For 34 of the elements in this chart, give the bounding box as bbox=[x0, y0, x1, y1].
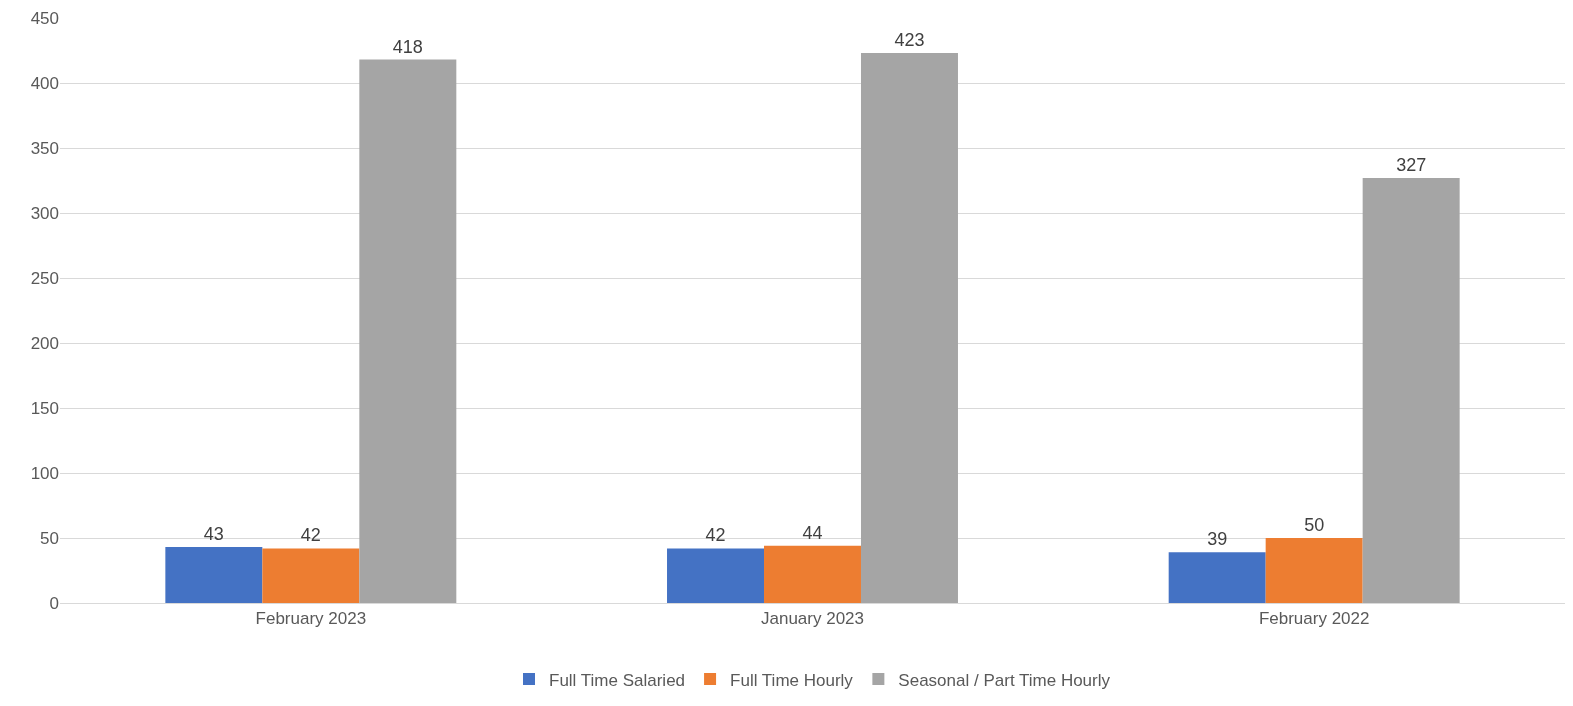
y-tick-label: 450 bbox=[30, 8, 59, 28]
x-tick-label: February 2023 bbox=[255, 609, 367, 629]
bar bbox=[1168, 552, 1266, 603]
legend-label: Full Time Hourly bbox=[730, 670, 854, 690]
y-tick-label: 400 bbox=[30, 73, 59, 93]
y-tick-label: 200 bbox=[30, 333, 59, 353]
data-label: 423 bbox=[894, 30, 925, 51]
x-tick-label: January 2023 bbox=[760, 609, 865, 629]
bar bbox=[764, 545, 861, 603]
data-label: 418 bbox=[392, 36, 423, 57]
data-label: 42 bbox=[300, 525, 321, 546]
bar bbox=[359, 59, 457, 603]
legend-label: Seasonal / Part Time Hourly bbox=[898, 670, 1111, 690]
y-tick-label: 350 bbox=[30, 138, 59, 158]
bar bbox=[667, 548, 765, 603]
y-tick-label: 100 bbox=[30, 463, 59, 483]
bar bbox=[262, 548, 360, 603]
data-label: 43 bbox=[203, 524, 224, 545]
data-label: 39 bbox=[1207, 529, 1228, 550]
y-tick-label: 300 bbox=[30, 203, 59, 223]
bar bbox=[1265, 538, 1363, 603]
y-tick-label: 0 bbox=[49, 593, 59, 613]
y-tick-label: 50 bbox=[40, 528, 59, 548]
data-label: 327 bbox=[1396, 154, 1427, 175]
data-label: 44 bbox=[802, 522, 823, 543]
legend-label: Full Time Salaried bbox=[549, 670, 686, 690]
bar bbox=[1362, 177, 1460, 603]
data-label: 42 bbox=[705, 525, 726, 546]
x-tick-label: February 2022 bbox=[1258, 609, 1370, 629]
bar bbox=[860, 53, 958, 603]
bar bbox=[165, 547, 263, 603]
y-tick-label: 250 bbox=[30, 268, 59, 288]
data-label: 50 bbox=[1304, 515, 1325, 535]
y-tick-label: 150 bbox=[30, 398, 59, 418]
